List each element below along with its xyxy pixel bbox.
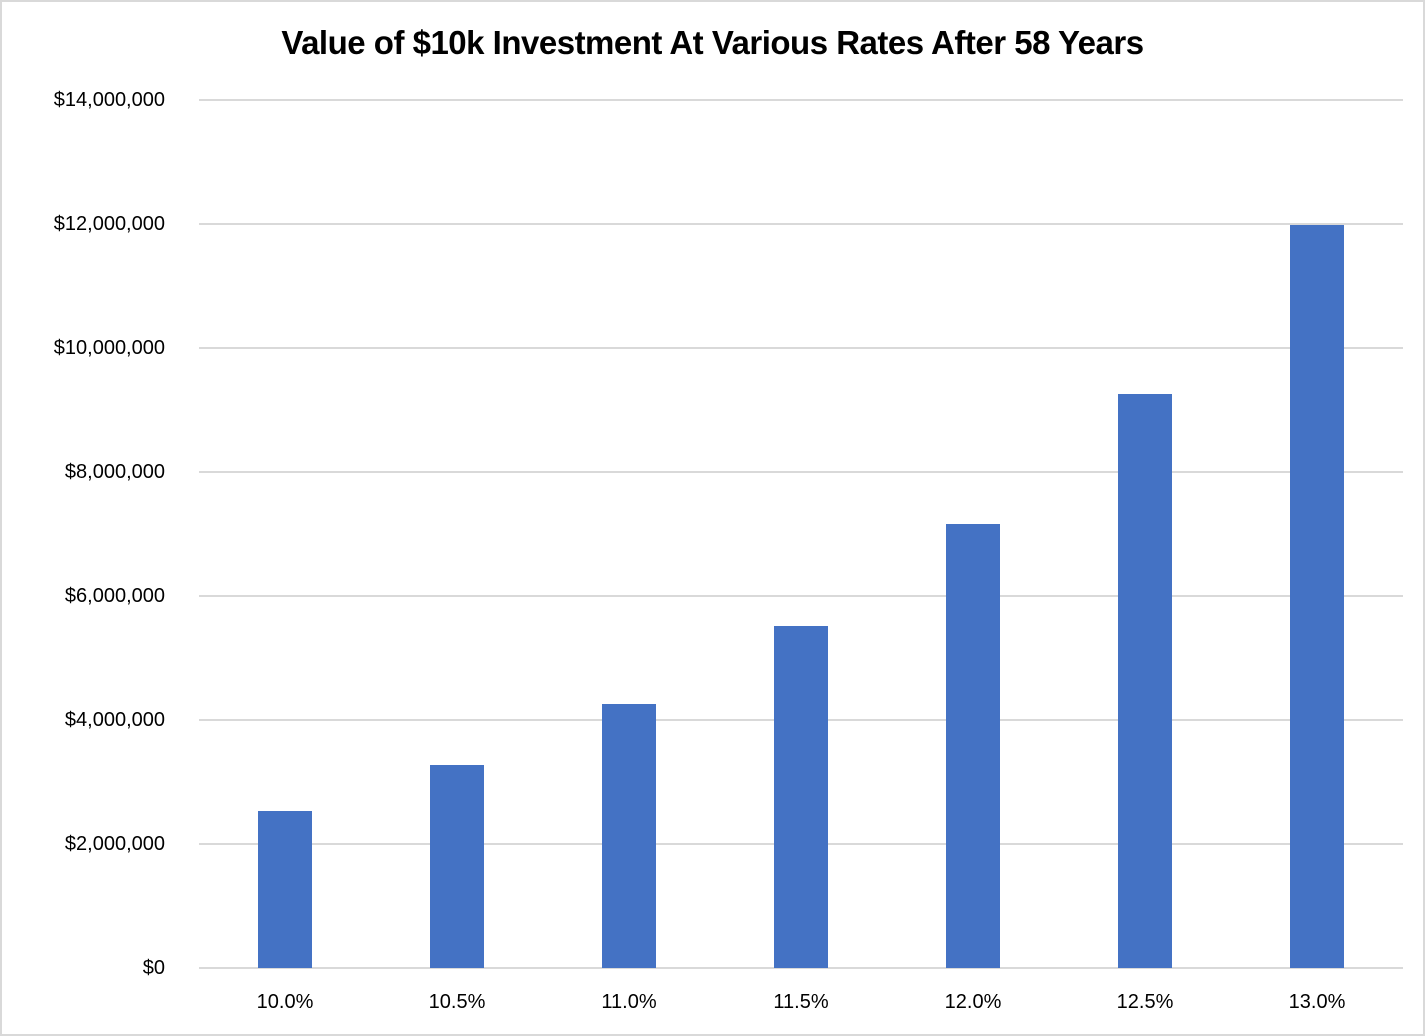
y-tick-label: $10,000,000 xyxy=(53,337,165,359)
x-tick-label: 10.5% xyxy=(428,991,486,1013)
x-tick-label: 11.0% xyxy=(601,991,657,1013)
y-tick-label: $12,000,000 xyxy=(53,213,165,235)
bar-12.0% xyxy=(946,524,1000,968)
bar-13.0% xyxy=(1290,225,1344,968)
x-tick-label: 11.5% xyxy=(773,991,829,1013)
x-axis-line xyxy=(199,967,1403,969)
bar-11.0% xyxy=(602,704,656,968)
chart-title: Value of $10k Investment At Various Rate… xyxy=(281,24,1144,61)
y-tick-label: $6,000,000 xyxy=(64,585,165,607)
x-tick-label: 13.0% xyxy=(1288,991,1346,1013)
y-tick-label: $2,000,000 xyxy=(64,833,165,855)
bar-10.0% xyxy=(258,811,312,968)
y-tick-label: $8,000,000 xyxy=(64,461,165,483)
gridline xyxy=(199,595,1403,597)
plot-area xyxy=(199,99,1403,969)
y-tick-label: $14,000,000 xyxy=(53,89,165,111)
bar-12.5% xyxy=(1118,394,1172,968)
bar-10.5% xyxy=(430,765,484,968)
gridline xyxy=(199,223,1403,225)
y-tick-label: $4,000,000 xyxy=(64,709,165,731)
gridline xyxy=(199,471,1403,473)
x-tick-label: 10.0% xyxy=(256,991,314,1013)
x-tick-label: 12.0% xyxy=(944,991,1002,1013)
x-tick-label: 12.5% xyxy=(1116,991,1174,1013)
gridline xyxy=(199,347,1403,349)
bar-11.5% xyxy=(774,626,828,968)
y-tick-label: $0 xyxy=(142,957,165,979)
gridline xyxy=(199,99,1403,101)
